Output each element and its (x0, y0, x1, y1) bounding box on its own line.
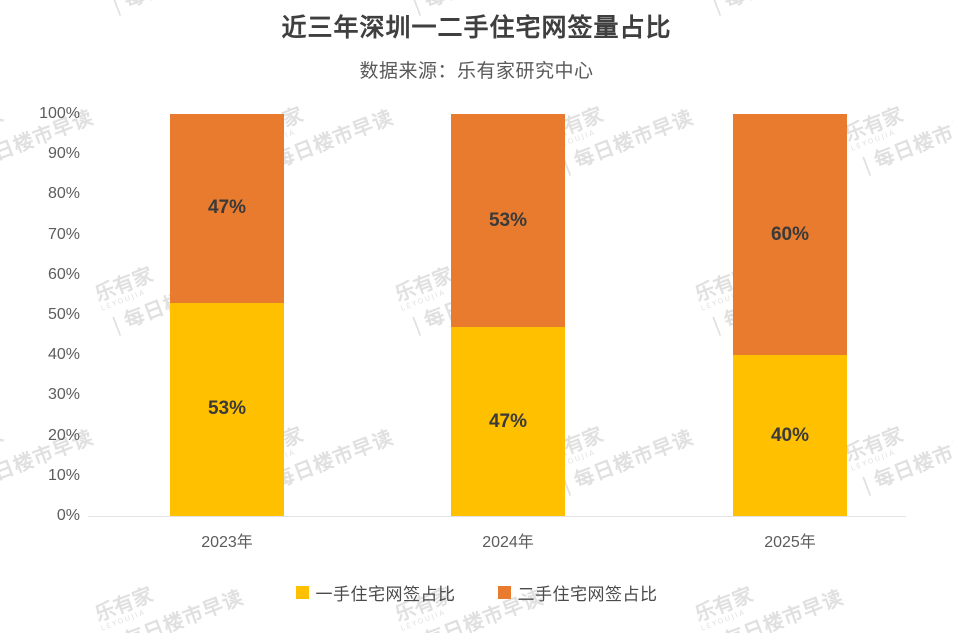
bar-group[interactable]: 40% 60% (733, 114, 847, 516)
y-axis-tick-label: 30% (47, 386, 80, 404)
y-axis-tick-label: 0% (56, 507, 80, 524)
y-axis: 0% 10% 20% 30% 40% 50% 60% 70% 80% 90% 100% (8, 105, 80, 524)
bar-group[interactable]: 53% 47% (170, 114, 284, 516)
x-axis-tick-label: 2023年 (201, 534, 253, 551)
bar-value-label: 40% (770, 424, 810, 446)
chart-subtitle-source: 数据来源：乐有家研究中心 (359, 61, 594, 82)
bar-segment[interactable]: 47% (170, 114, 284, 303)
bar-value-label: 60% (770, 223, 810, 245)
bar-value-label: 53% (207, 398, 247, 420)
chart-title: 近三年深圳一二手住宅网签量占比 (281, 14, 672, 42)
bar-value-label: 47% (207, 197, 247, 219)
y-axis-tick-label: 90% (47, 145, 80, 163)
bar-segment[interactable]: 47% (451, 327, 565, 516)
bar-group[interactable]: 47% 53% (451, 114, 565, 516)
legend-label: 一手住宅网签占比 (315, 585, 456, 604)
y-axis-tick-label: 80% (47, 185, 80, 203)
y-axis-tick-label: 100% (39, 105, 80, 122)
legend-item[interactable]: 一手住宅网签占比 (295, 580, 456, 605)
y-axis-tick-label: 40% (47, 346, 80, 364)
x-axis-line (88, 516, 906, 517)
bar-value-label: 53% (488, 209, 528, 231)
y-axis-tick-label: 70% (47, 225, 80, 243)
bar-segment[interactable]: 60% (733, 114, 847, 356)
plot-area: 53% 47% 47% 53% 40% 60% (88, 114, 906, 516)
legend-label: 二手住宅网签占比 (517, 585, 658, 604)
chart-legend: 一手住宅网签占比 二手住宅网签占比 (0, 580, 953, 605)
y-axis-tick-label: 20% (47, 426, 80, 444)
y-axis-tick-label: 50% (47, 306, 80, 323)
bar-value-label: 47% (488, 410, 528, 432)
bar-segment[interactable]: 40% (733, 355, 847, 516)
bar-segment[interactable]: 53% (451, 114, 565, 328)
legend-swatch-icon (497, 586, 511, 599)
legend-item[interactable]: 二手住宅网签占比 (497, 580, 658, 605)
y-axis-tick-label: 60% (47, 265, 80, 283)
y-axis-tick-label: 10% (47, 466, 80, 484)
legend-swatch-icon (295, 586, 309, 599)
bar-segment[interactable]: 53% (170, 302, 284, 516)
x-axis-tick-label: 2025年 (764, 534, 816, 551)
x-axis-tick-label: 2024年 (482, 534, 534, 551)
